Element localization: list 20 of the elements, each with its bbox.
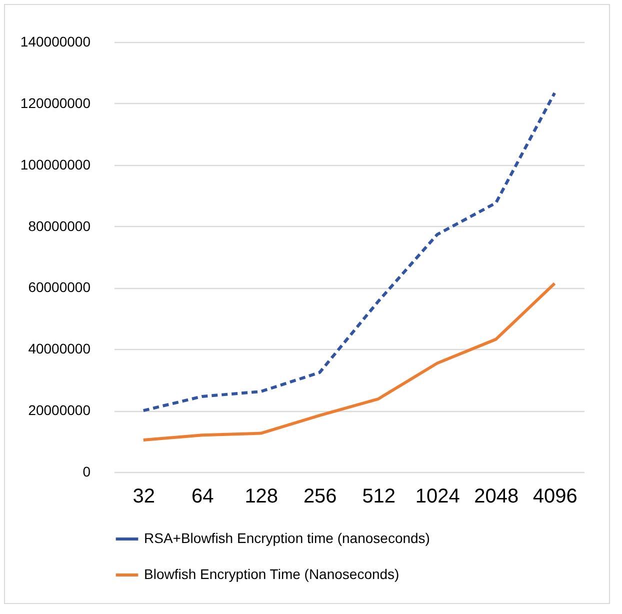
y-tick-label: 140000000: [20, 34, 91, 50]
line-series: [142, 282, 556, 442]
x-tick-label: 4096: [532, 486, 578, 508]
x-tick-label: 128: [244, 486, 278, 508]
x-tick-label: 256: [303, 486, 337, 508]
y-tick-label: 120000000: [20, 94, 91, 111]
x-tick-label: 512: [362, 486, 396, 508]
y-tick-label: 100000000: [20, 156, 91, 172]
y-tick-label: 0: [82, 464, 91, 480]
legend-label: RSA+Blowfish Encryption time (nanoseconds): [144, 530, 430, 546]
y-tick-label: 60000000: [28, 279, 91, 296]
x-tick-label: 64: [192, 486, 214, 508]
y-tick-label: 80000000: [28, 218, 91, 234]
y-tick-label: 40000000: [28, 340, 91, 357]
x-tick-label: 2048: [474, 486, 519, 508]
x-tick-label: 32: [132, 486, 155, 508]
x-tick-label: 1024: [415, 486, 460, 508]
legend-label: Blowfish Encryption Time (Nanoseconds): [144, 566, 400, 582]
y-tick-label: 20000000: [28, 402, 91, 418]
line-series: [142, 91, 556, 412]
